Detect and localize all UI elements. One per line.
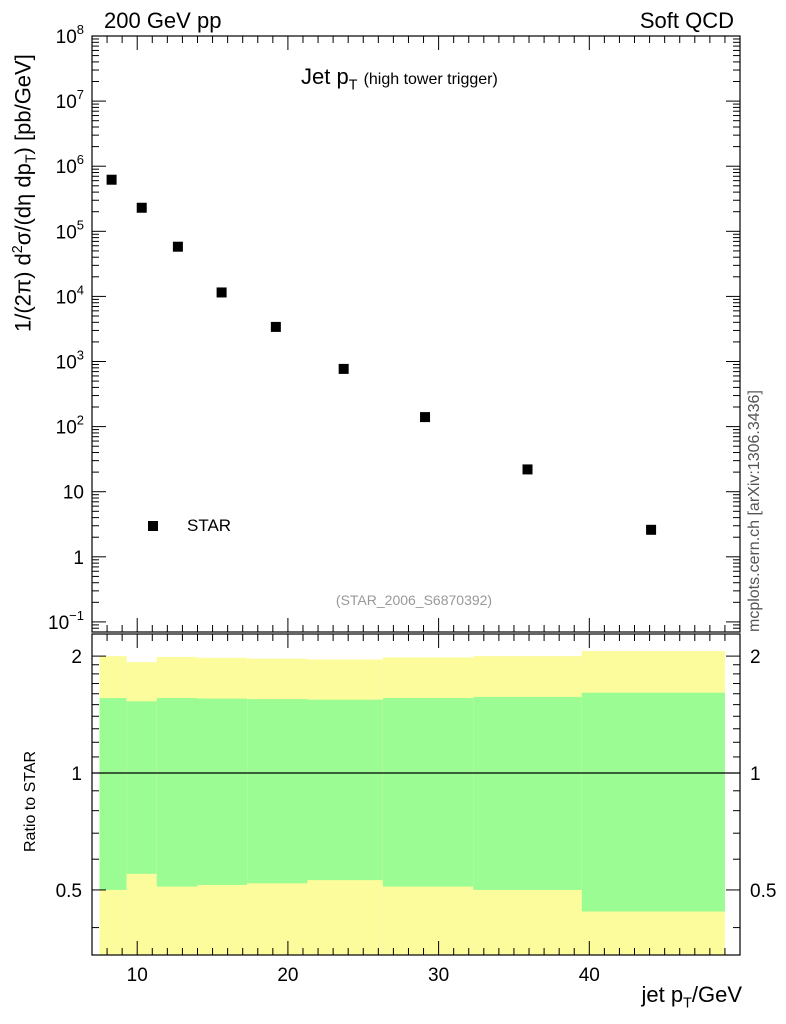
ylabel-part: σ/(dη dp	[10, 163, 36, 246]
inner-uncertainty-band	[197, 698, 248, 885]
ratio-y-tick-label-left: 2	[71, 647, 82, 668]
inner-uncertainty-band	[156, 698, 198, 887]
x-tick-label: 30	[428, 965, 449, 986]
ratio-y-tick-label-left: 1	[71, 764, 82, 785]
ratio-y-tick-label-right: 1	[750, 764, 761, 785]
ratio-y-tick-label-right: 0.5	[750, 881, 776, 902]
inner-uncertainty-band	[247, 699, 308, 884]
top-plot-frame	[91, 35, 741, 633]
y-tick-label: 1	[73, 548, 84, 569]
data-point	[106, 174, 117, 185]
y-tick-label: 105	[56, 217, 84, 243]
inner-uncertainty-band	[581, 692, 725, 912]
y-tick-label: 10−1	[48, 608, 84, 634]
inner-uncertainty-band	[307, 699, 383, 881]
plot-title-small: (high tower trigger)	[363, 71, 498, 88]
xlabel-part: /GeV	[691, 982, 742, 1007]
ylabel-part: ) d	[10, 253, 36, 279]
y-tick-label: 10	[63, 483, 84, 504]
data-point	[522, 464, 533, 475]
reference-label: (STAR_2006_S6870392)	[335, 592, 493, 608]
legend-entry-label: STAR	[187, 516, 232, 535]
inner-uncertainty-band	[99, 698, 127, 890]
data-point	[646, 524, 657, 535]
inner-uncertainty-band	[126, 701, 157, 874]
ylabel-part: 2	[10, 245, 26, 254]
data-point	[216, 287, 227, 298]
data-point	[420, 412, 431, 423]
x-tick-label: 10	[127, 965, 148, 986]
y-axis-label-top: 1/(2π) d2σ/(dη dpT) [pb/GeV]	[10, 54, 40, 332]
y-tick-label: 106	[56, 152, 84, 178]
data-point	[270, 321, 281, 332]
x-tick-label: 20	[277, 965, 298, 986]
ylabel-part: π	[10, 278, 36, 295]
xlabel-part: T	[683, 995, 692, 1012]
xlabel-part: jet p	[641, 982, 684, 1007]
header-right-label: Soft QCD	[639, 8, 734, 33]
ylabel-part: 1/(2	[10, 294, 36, 332]
y-tick-label: 104	[56, 282, 84, 308]
y-tick-label: 107	[56, 87, 84, 113]
y-tick-label: 103	[56, 348, 84, 374]
star-data-points	[106, 174, 657, 535]
x-axis-label: jet pT/GeV	[642, 982, 742, 1011]
x-axis-ticks	[91, 36, 741, 955]
data-point	[172, 241, 183, 252]
legend-marker	[148, 521, 158, 531]
ratio-y-axis-ticks	[92, 655, 740, 929]
inner-uncertainty-band	[382, 698, 474, 887]
inner-uncertainty-band	[473, 696, 582, 890]
plot-title-sub: T	[348, 77, 358, 94]
y-axis-label-bottom: Ratio to STAR	[22, 750, 39, 852]
plot-title-main: Jet p	[301, 64, 349, 89]
data-point	[136, 202, 147, 213]
header-left-label: 200 GeV pp	[104, 8, 222, 33]
y-tick-label: 108	[56, 22, 84, 48]
ylabel-part: ) [pb/GeV]	[10, 54, 36, 155]
data-point	[338, 363, 349, 374]
plot-title: Jet pT (high tower trigger)	[301, 64, 498, 93]
side-watermark-label: mcplots.cern.ch [arXiv:1306.3436]	[746, 390, 763, 632]
ratio-plot-frame	[91, 633, 741, 956]
ylabel-part: T	[23, 154, 40, 164]
ratio-y-tick-label-right: 2	[750, 647, 761, 668]
top-y-axis-ticks	[92, 35, 740, 633]
ratio-y-tick-label-left: 0.5	[56, 881, 82, 902]
x-tick-label: 40	[579, 965, 600, 986]
y-tick-label: 102	[56, 413, 84, 439]
ratio-bands	[99, 651, 725, 955]
